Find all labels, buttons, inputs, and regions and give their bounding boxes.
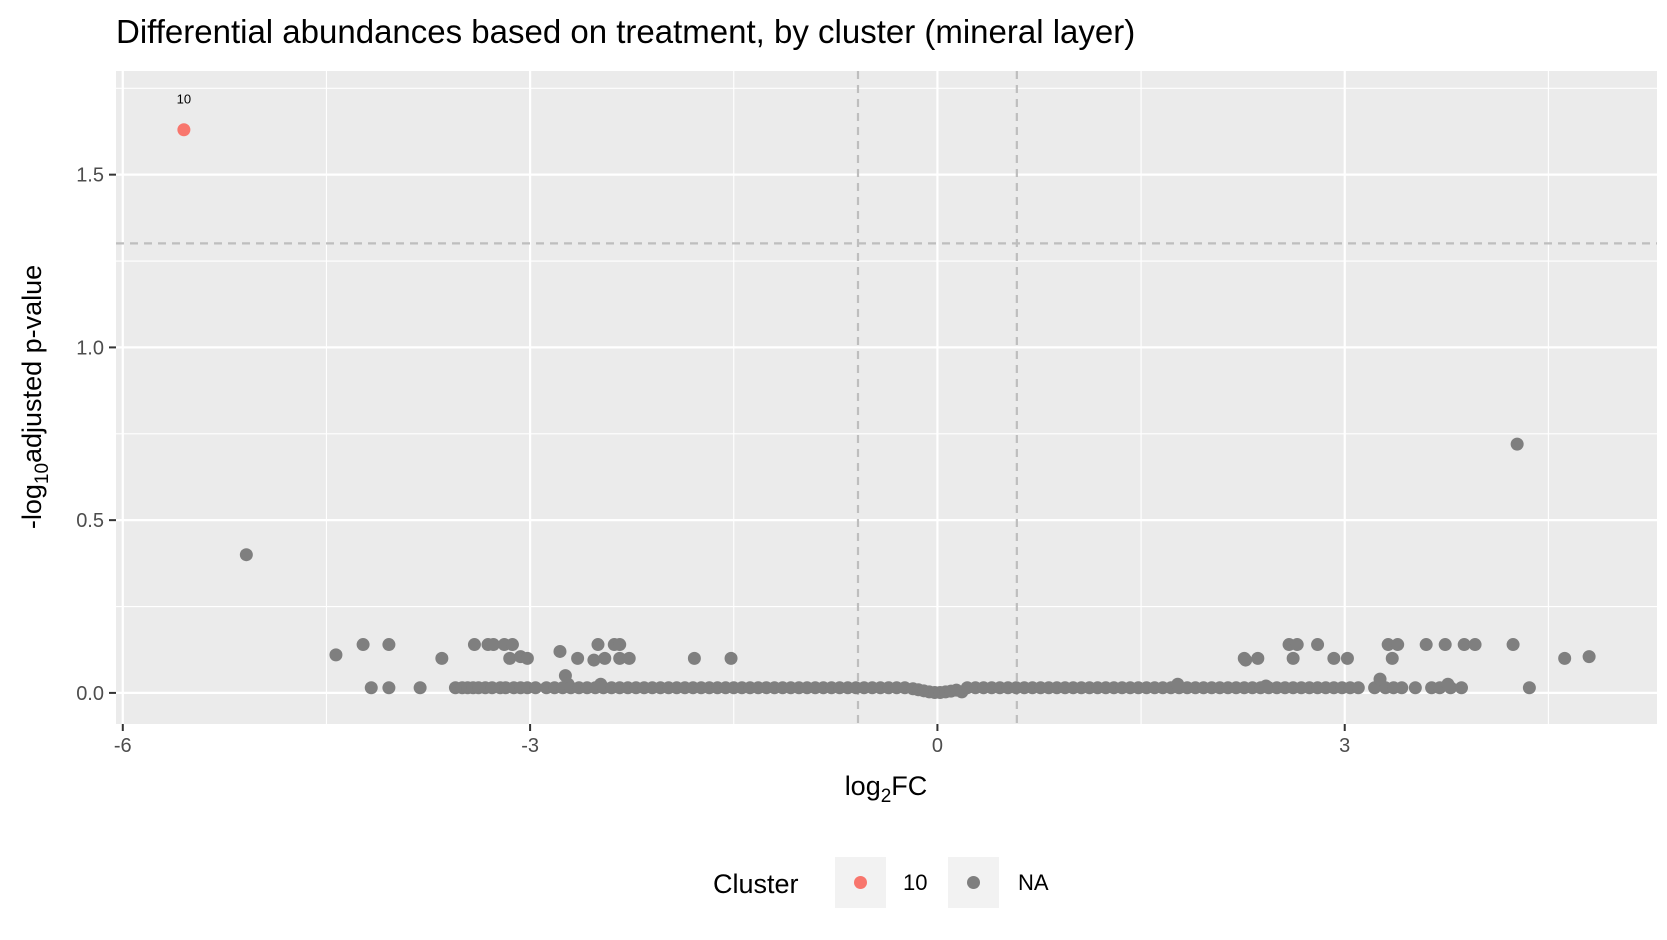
point-na — [687, 651, 701, 665]
point-na — [503, 651, 517, 665]
y-tick-label: 0.0 — [76, 683, 104, 705]
point-label-10: 10 — [177, 92, 191, 107]
point-na — [1457, 638, 1471, 652]
point-na — [364, 681, 378, 695]
point-na — [1454, 681, 1468, 695]
point-na — [505, 638, 519, 652]
point-labels: 10 — [177, 92, 191, 107]
point-na — [1441, 677, 1455, 691]
point-na — [1327, 651, 1341, 665]
point-na — [1522, 681, 1536, 695]
y-tick-label: 1.0 — [76, 337, 104, 359]
point-na — [1340, 651, 1354, 665]
point-na — [1286, 651, 1300, 665]
y-axis: 0.0 0.5 1.0 1.5 — [76, 165, 116, 705]
point-na — [382, 638, 396, 652]
legend-label-10: 10 — [903, 870, 927, 895]
y-axis-title-subscript: 10 — [32, 463, 53, 484]
point-na — [486, 638, 500, 652]
x-axis-title-subscript: 2 — [881, 786, 892, 807]
y-tick-label: 1.5 — [76, 165, 104, 187]
point-na — [435, 651, 449, 665]
point-na — [1251, 651, 1265, 665]
legend: Cluster 10 NA — [713, 857, 1049, 908]
point-na — [1510, 437, 1524, 451]
point-na — [1391, 638, 1405, 652]
x-axis-title: log2FC — [845, 771, 928, 807]
y-axis-title-prefix: -log — [17, 484, 47, 529]
point-na — [356, 638, 370, 652]
point-na — [239, 548, 253, 562]
x-axis-title-prefix: log — [845, 771, 881, 801]
point-na — [1381, 638, 1395, 652]
x-tick-label: 3 — [1339, 735, 1350, 757]
minor-gridlines — [116, 71, 1657, 724]
point-na — [329, 648, 343, 662]
point-na — [1259, 679, 1273, 693]
point-na — [724, 651, 738, 665]
y-tick-label: 0.5 — [76, 510, 104, 532]
x-tick-label: -3 — [521, 735, 539, 757]
point-na — [1582, 650, 1596, 664]
point-na — [1468, 638, 1482, 652]
point-na — [413, 681, 427, 695]
point-na — [1506, 638, 1520, 652]
point-na — [529, 681, 543, 695]
point-na — [1558, 651, 1572, 665]
threshold-lines — [116, 71, 1657, 724]
plot-panel — [116, 71, 1657, 724]
legend-label-na: NA — [1018, 870, 1049, 895]
point-na — [622, 651, 636, 665]
data-points — [177, 123, 1596, 700]
point-na — [613, 651, 627, 665]
point-na — [1311, 638, 1325, 652]
x-tick-label: -6 — [114, 735, 132, 757]
point-na — [613, 638, 627, 652]
point-na — [1419, 638, 1433, 652]
point-na — [1351, 681, 1365, 695]
point-na — [587, 653, 601, 667]
point-cluster-10 — [177, 123, 191, 137]
point-na — [571, 651, 585, 665]
point-na — [1408, 681, 1422, 695]
point-na — [1239, 653, 1253, 667]
point-na — [467, 638, 481, 652]
point-na — [520, 651, 534, 665]
x-axis: -6 -3 0 3 — [114, 724, 1350, 757]
legend-marker-10 — [854, 876, 867, 889]
point-na — [382, 681, 396, 695]
chart-title: Differential abundances based on treatme… — [116, 13, 1135, 50]
point-na — [1395, 681, 1409, 695]
point-na — [1373, 672, 1387, 686]
y-axis-title-suffix: adjusted p-value — [17, 265, 47, 463]
legend-title: Cluster — [713, 869, 799, 899]
point-na — [1290, 638, 1304, 652]
point-na — [1385, 651, 1399, 665]
x-axis-title-suffix: FC — [891, 771, 927, 801]
point-na — [598, 651, 612, 665]
y-axis-title: -log10adjusted p-value — [17, 265, 53, 529]
point-na — [1171, 677, 1185, 691]
point-na — [591, 638, 605, 652]
legend-marker-na — [967, 876, 980, 889]
x-tick-label: 0 — [932, 735, 943, 757]
point-na — [553, 644, 567, 658]
point-na — [1438, 638, 1452, 652]
